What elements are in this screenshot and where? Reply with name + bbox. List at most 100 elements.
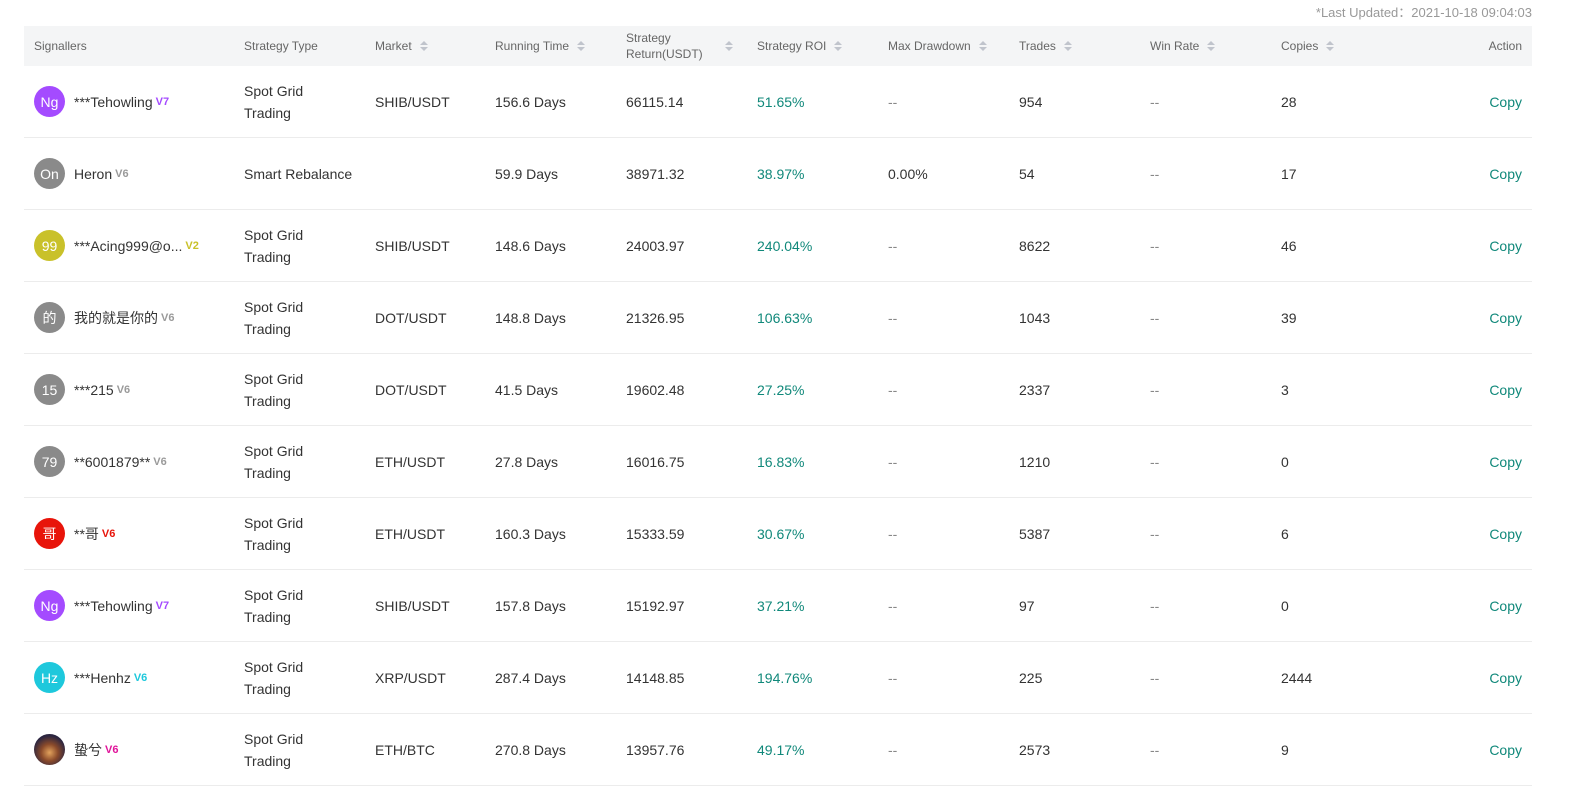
market: SHIB/USDT <box>375 597 450 614</box>
avatar[interactable]: Hz <box>34 662 65 693</box>
strategy-return: 21326.95 <box>626 309 685 326</box>
copy-button[interactable]: Copy <box>1489 453 1522 470</box>
trades: 2337 <box>1019 381 1051 398</box>
signaller[interactable]: 的我的就是你的 V6 <box>34 302 234 333</box>
signaller-cell: 哥 **哥 V6 <box>24 518 234 549</box>
sort-icon[interactable] <box>834 41 843 51</box>
strategy-type: Spot Grid Trading <box>234 512 365 556</box>
signaller-name[interactable]: 蛰兮 <box>74 741 102 758</box>
strategy-type-line2: Trading <box>244 464 291 481</box>
copy-button[interactable]: Copy <box>1489 309 1522 326</box>
win-rate: -- <box>1150 165 1160 182</box>
table-header: Signallers Strategy Type Market Running … <box>24 26 1532 66</box>
avatar[interactable]: 的 <box>34 302 65 333</box>
header-max-drawdown[interactable]: Max Drawdown <box>878 38 1009 54</box>
copy-button[interactable]: Copy <box>1489 93 1522 110</box>
signaller[interactable]: Hz ***Henhz V6 <box>34 662 234 693</box>
sort-icon[interactable] <box>724 41 733 51</box>
signaller-name[interactable]: **6001879** <box>74 453 151 470</box>
signaller-cell: Hz ***Henhz V6 <box>24 662 234 693</box>
avatar[interactable]: 99 <box>34 230 65 261</box>
copy-button[interactable]: Copy <box>1489 165 1522 182</box>
avatar[interactable]: 哥 <box>34 518 65 549</box>
avatar[interactable]: 79 <box>34 446 65 477</box>
vip-level-badge: V7 <box>155 95 170 108</box>
strategy-type-line1: Spot Grid <box>244 82 304 99</box>
avatar[interactable]: 15 <box>34 374 65 405</box>
copy-button[interactable]: Copy <box>1489 381 1522 398</box>
market: DOT/USDT <box>375 381 447 398</box>
strategy-type-line2: Trading <box>244 680 291 697</box>
copy-button[interactable]: Copy <box>1489 669 1522 686</box>
avatar[interactable]: Ng <box>34 86 65 117</box>
avatar[interactable]: On <box>34 158 65 189</box>
header-market[interactable]: Market <box>365 38 485 54</box>
copy-button[interactable]: Copy <box>1489 597 1522 614</box>
strategy-return: 16016.75 <box>626 453 685 470</box>
avatar[interactable] <box>34 734 65 765</box>
signaller[interactable]: 蛰兮 V6 <box>34 734 234 765</box>
sort-icon[interactable] <box>978 41 987 51</box>
header-copies[interactable]: Copies <box>1271 38 1431 54</box>
win-rate: -- <box>1150 93 1160 110</box>
signaller[interactable]: 哥 **哥 V6 <box>34 518 234 549</box>
header-strategy-return[interactable]: Strategy Return(USDT) <box>616 30 747 62</box>
header-win-rate[interactable]: Win Rate <box>1140 38 1271 54</box>
strategy-return: 19602.48 <box>626 381 685 398</box>
signaller-name[interactable]: **哥 <box>74 525 99 542</box>
header-strategy-roi[interactable]: Strategy ROI <box>747 38 878 54</box>
copy-button[interactable]: Copy <box>1489 741 1522 758</box>
signaller-name[interactable]: ***Acing999@o... <box>74 237 183 254</box>
trades: 1210 <box>1019 453 1051 470</box>
signaller-cell: Ng ***Tehowling V7 <box>24 86 234 117</box>
strategy-type-line2: Trading <box>244 608 291 625</box>
copies: 17 <box>1281 165 1297 182</box>
copy-button[interactable]: Copy <box>1489 525 1522 542</box>
strategy-type: Spot Grid Trading <box>234 656 365 700</box>
strategy-return: 14148.85 <box>626 669 685 686</box>
table-row: Ng ***Tehowling V7 Spot Grid Trading SHIB/USD… <box>24 570 1532 642</box>
max-drawdown: -- <box>888 597 898 614</box>
header-action: Action <box>1488 39 1522 53</box>
table-row: 的我的就是你的 V6 Spot Grid Trading DOT/USDT 148.8 D… <box>24 282 1532 354</box>
strategy-roi: 27.25% <box>757 381 805 398</box>
signaller[interactable]: On Heron V6 <box>34 158 234 189</box>
vip-level-badge: V7 <box>155 599 170 612</box>
copy-button[interactable]: Copy <box>1489 237 1522 254</box>
signaller-name[interactable]: 我的就是你的 <box>74 309 158 326</box>
running-time: 156.6 Days <box>495 93 566 110</box>
avatar[interactable]: Ng <box>34 590 65 621</box>
strategy-roi: 37.21% <box>757 597 805 614</box>
strategy-type-line1: Spot Grid <box>244 226 304 243</box>
strategy-type: Spot Grid Trading <box>234 224 365 268</box>
signaller-name[interactable]: ***Tehowling <box>74 93 153 110</box>
signaller-cell: 79 **6001879** V6 <box>24 446 234 477</box>
strategy-roi: 16.83% <box>757 453 805 470</box>
signaller-name[interactable]: ***Tehowling <box>74 597 153 614</box>
signaller[interactable]: Ng ***Tehowling V7 <box>34 590 234 621</box>
vip-level-badge: V6 <box>101 527 116 540</box>
strategy-return: 13957.76 <box>626 741 685 758</box>
action-cell: Copy <box>1431 598 1532 614</box>
sort-icon[interactable] <box>1326 41 1335 51</box>
sort-icon[interactable] <box>419 41 428 51</box>
strategy-type: Spot Grid Trading <box>234 368 365 412</box>
vip-level-badge: V6 <box>115 167 129 180</box>
signaller-name[interactable]: ***215 <box>74 381 114 398</box>
signaller-name[interactable]: ***Henhz <box>74 669 131 686</box>
trades: 97 <box>1019 597 1035 614</box>
sort-icon[interactable] <box>1063 41 1072 51</box>
signaller-cell: Ng ***Tehowling V7 <box>24 590 234 621</box>
header-running-time[interactable]: Running Time <box>485 38 616 54</box>
sort-icon[interactable] <box>577 41 586 51</box>
signaller[interactable]: Ng ***Tehowling V7 <box>34 86 234 117</box>
signaller[interactable]: 79 **6001879** V6 <box>34 446 234 477</box>
sort-icon[interactable] <box>1207 41 1216 51</box>
win-rate: -- <box>1150 237 1160 254</box>
signaller-name[interactable]: Heron <box>74 165 113 182</box>
vip-level-badge: V6 <box>161 311 175 324</box>
signaller[interactable]: 15 ***215 V6 <box>34 374 234 405</box>
signaller[interactable]: 99 ***Acing999@o... V2 <box>34 230 234 261</box>
signaller-cell: 蛰兮 V6 <box>24 734 234 765</box>
header-trades[interactable]: Trades <box>1009 38 1140 54</box>
